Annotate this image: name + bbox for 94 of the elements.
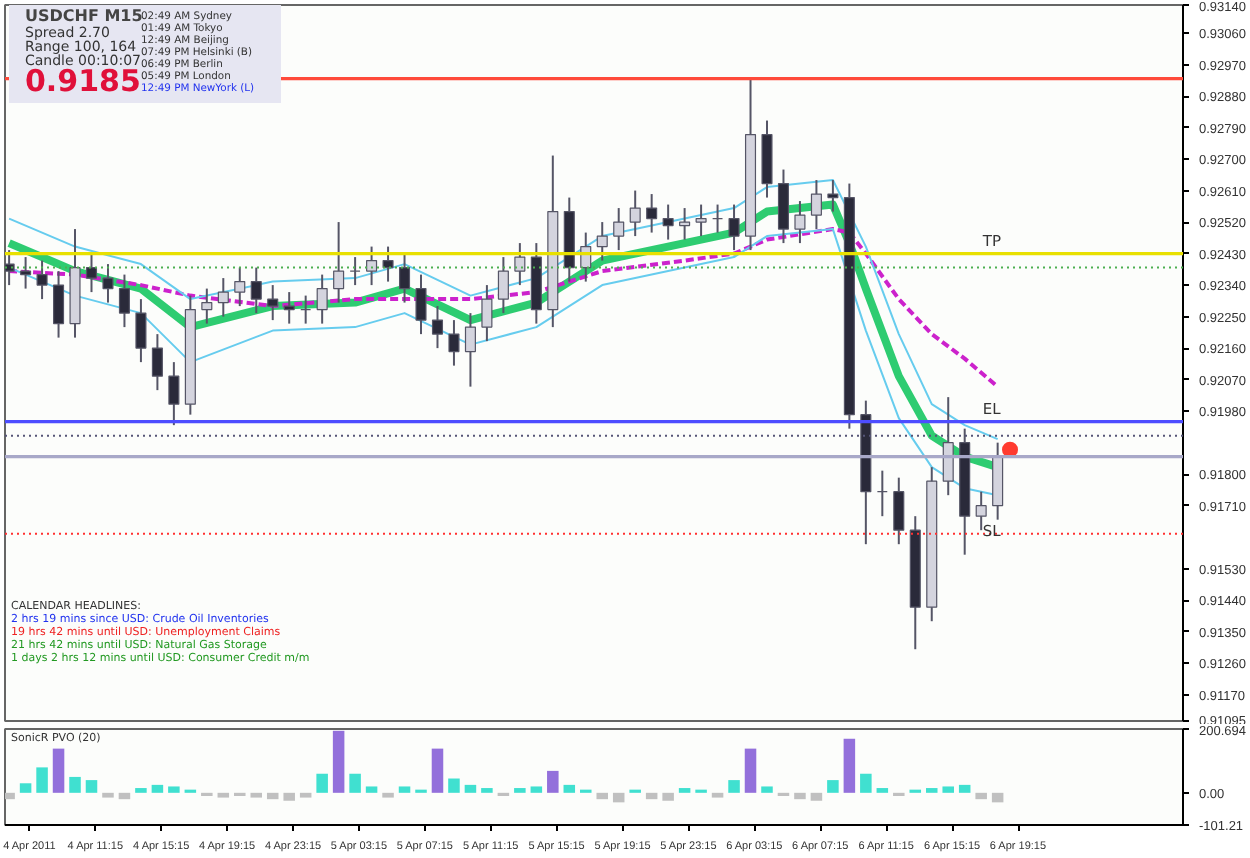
candlestick: [942, 396, 954, 497]
candlestick: [481, 284, 493, 343]
candlestick: [234, 266, 246, 308]
bar: [843, 738, 856, 793]
candlestick: [596, 221, 608, 262]
candlestick: [415, 273, 427, 336]
bar: [102, 792, 114, 798]
candlestick: [316, 273, 328, 325]
candlestick: [333, 221, 345, 304]
bar: [991, 792, 1004, 803]
bar: [448, 778, 460, 793]
bar: [217, 792, 230, 798]
candlestick: [695, 203, 707, 238]
bar: [168, 786, 180, 793]
bar: [547, 770, 559, 793]
candlestick: [36, 259, 48, 301]
bar: [36, 767, 48, 793]
candlestick: [398, 252, 411, 304]
bar: [596, 792, 608, 800]
bar: [85, 780, 98, 793]
candlestick: [151, 333, 163, 392]
bar: [398, 786, 411, 793]
bar: [827, 780, 839, 793]
bar: [316, 773, 328, 793]
candlestick: [102, 263, 114, 304]
candlestick: [349, 256, 361, 287]
candlestick: [267, 284, 279, 322]
bar: [5, 792, 15, 800]
candlestick: [728, 203, 740, 252]
candlestick: [497, 256, 509, 315]
candlestick: [20, 256, 32, 290]
bar: [69, 776, 81, 793]
candlestick: [431, 305, 444, 350]
bar: [250, 792, 263, 798]
bar: [711, 792, 724, 798]
candlestick: [810, 179, 822, 231]
line-series: [8, 179, 999, 441]
bar: [530, 786, 543, 793]
bar: [662, 792, 674, 801]
bar: [118, 792, 131, 800]
candlestick: [366, 245, 378, 287]
candlestick: [118, 273, 130, 329]
candlestick: [283, 291, 295, 325]
bar: [266, 792, 279, 800]
candlestick: [5, 249, 15, 287]
candlestick: [646, 193, 658, 234]
bar: [958, 784, 971, 793]
bar: [332, 730, 345, 793]
bar: [942, 786, 954, 793]
bar: [728, 780, 740, 793]
line-series: [7, 227, 1000, 389]
candlestick: [629, 189, 641, 238]
candlestick: [712, 203, 724, 234]
bar: [563, 784, 576, 793]
candlestick: [85, 252, 98, 294]
bar: [464, 784, 477, 793]
bar: [151, 784, 164, 793]
candlestick: [53, 270, 65, 339]
candlestick: [794, 200, 806, 245]
candlestick: [250, 266, 262, 315]
candlestick: [876, 469, 888, 518]
candlestick: [300, 294, 312, 325]
bar: [349, 773, 361, 793]
bar: [975, 792, 987, 800]
bar: [382, 792, 394, 798]
bar: [365, 786, 378, 793]
bar: [431, 748, 444, 793]
bar: [612, 792, 625, 803]
candlestick: [514, 242, 526, 287]
annotation: 0.9185: [25, 63, 141, 99]
candlestick: [975, 490, 987, 532]
bar: [744, 748, 757, 793]
bar: [19, 783, 32, 793]
bar: [810, 792, 823, 801]
candlestick: [777, 168, 790, 245]
candlestick: [168, 361, 180, 427]
candlestick: [217, 277, 229, 318]
bar: [761, 786, 773, 793]
bar: [283, 792, 295, 801]
bar: [645, 792, 658, 800]
candlestick: [613, 207, 625, 252]
candlestick: [382, 245, 394, 283]
candlestick: [448, 319, 460, 367]
bar: [794, 792, 806, 800]
candlestick: [679, 207, 691, 241]
bar: [860, 773, 872, 793]
candlestick: [662, 203, 674, 241]
candlestick: [464, 312, 476, 388]
candlestick: [201, 287, 213, 325]
candlestick: [893, 476, 905, 546]
candlestick: [827, 179, 839, 213]
bar: [299, 792, 312, 798]
candlestick: [135, 298, 147, 364]
bar: [52, 748, 65, 793]
